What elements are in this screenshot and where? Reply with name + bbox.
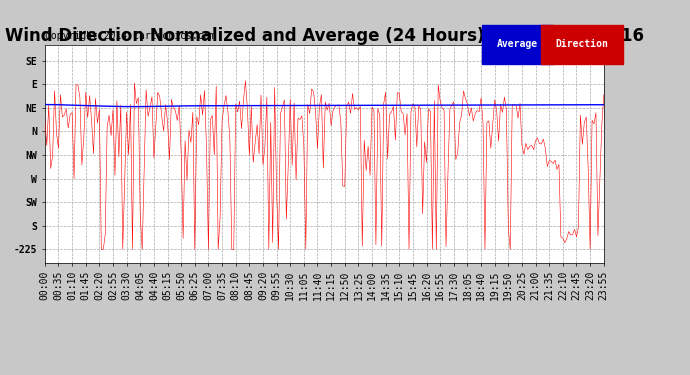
Text: Copyright 2014 Cartronics.com: Copyright 2014 Cartronics.com xyxy=(45,32,215,41)
Title: Wind Direction Normalized and Average (24 Hours) (New) 20140316: Wind Direction Normalized and Average (2… xyxy=(5,27,644,45)
Text: Direction: Direction xyxy=(555,39,609,50)
Text: Average: Average xyxy=(497,39,538,50)
